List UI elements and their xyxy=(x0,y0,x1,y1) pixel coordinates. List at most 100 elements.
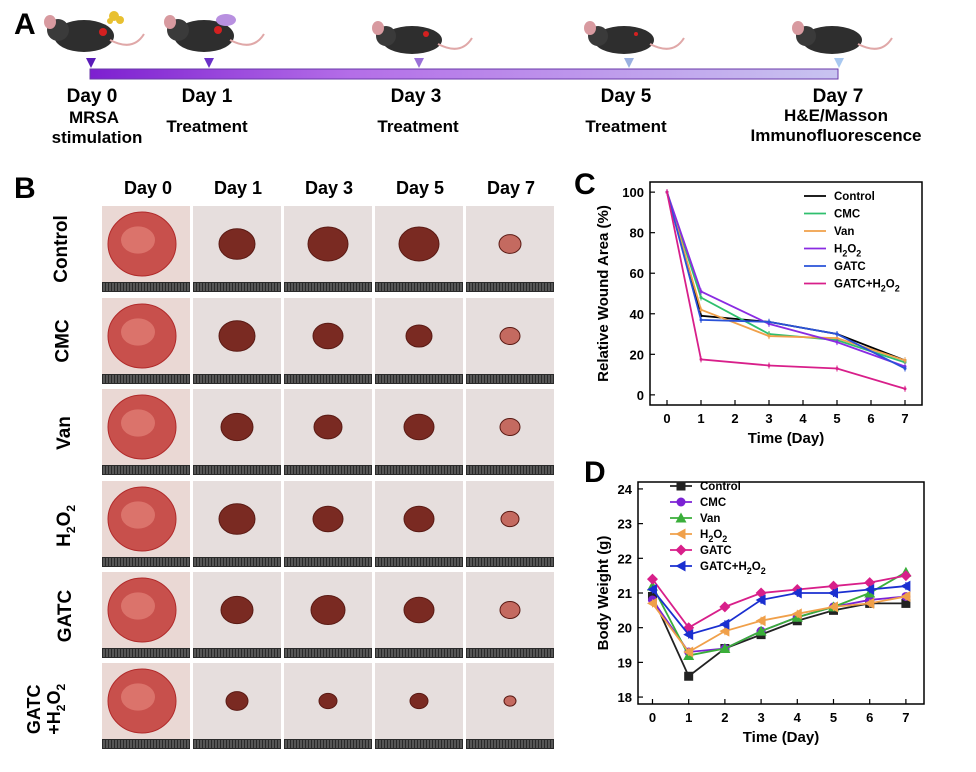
chart-point-marker xyxy=(646,584,657,596)
panel-d-label: D xyxy=(584,456,606,489)
wound-photo xyxy=(284,572,372,658)
chart-point-marker xyxy=(646,597,657,609)
wound-photo xyxy=(466,663,554,749)
wound-photo xyxy=(375,481,463,567)
row-header-cmc: CMC xyxy=(52,319,74,363)
chart-point-marker xyxy=(719,618,730,630)
wound-photo xyxy=(193,572,281,658)
timeline xyxy=(44,11,893,80)
x-tick-label: 1 xyxy=(685,710,692,725)
series-van xyxy=(665,189,907,364)
chart-point xyxy=(699,296,703,300)
x-tick-label: 3 xyxy=(757,710,764,725)
y-tick-label: 22 xyxy=(618,551,632,566)
y-tick-label: 40 xyxy=(630,307,644,322)
chart-point xyxy=(903,358,907,362)
column-header-day0: Day 0 xyxy=(123,178,173,198)
wound-photo xyxy=(466,481,554,567)
legend-label: GATC xyxy=(834,261,866,273)
column-header-day7: Day 7 xyxy=(486,178,536,198)
chart-point-marker xyxy=(675,528,686,540)
timeline-sub-4b: Immunofluorescence xyxy=(750,126,922,145)
wound-photo xyxy=(375,572,463,658)
chart-point-marker xyxy=(900,570,912,582)
timeline-sub-1: Treatment xyxy=(166,117,248,136)
timeline-sub-0a: MRSA xyxy=(68,108,120,127)
chart-point-marker xyxy=(755,587,767,599)
mouse-icon-4 xyxy=(792,21,893,54)
y-axis-label: Relative Wound Area (%) xyxy=(595,205,612,382)
chart-point xyxy=(835,367,839,371)
wound-photo xyxy=(466,389,554,475)
x-tick-label: 5 xyxy=(833,411,840,426)
plot-frame xyxy=(649,181,923,406)
x-tick-label: 4 xyxy=(794,710,802,725)
x-tick-label: 7 xyxy=(902,710,909,725)
chart-point xyxy=(699,357,703,361)
chart-point-marker xyxy=(676,497,686,507)
chart-point-marker xyxy=(755,625,767,636)
y-tick-label: 18 xyxy=(618,690,632,705)
wound-photo xyxy=(284,663,372,749)
chart-point-marker xyxy=(675,560,686,572)
wound-photo xyxy=(102,389,190,475)
x-tick-label: 6 xyxy=(867,411,874,426)
chart-point-marker xyxy=(864,597,875,609)
chart-point-marker xyxy=(684,671,694,681)
chart-point xyxy=(903,387,907,391)
legend-label: Control xyxy=(700,481,741,493)
y-tick-label: 60 xyxy=(630,266,644,281)
chart-point-marker xyxy=(646,573,658,585)
row-header-gatc-h2o2: GATC +H2O2 xyxy=(24,683,68,735)
y-tick-label: 20 xyxy=(618,621,632,636)
wound-photo xyxy=(284,206,372,292)
timeline-marker-4 xyxy=(834,58,844,68)
panel-c-label: C xyxy=(574,168,596,201)
chart-point-marker xyxy=(755,594,766,606)
y-tick-label: 100 xyxy=(622,185,644,200)
column-header-day1: Day 1 xyxy=(213,178,263,198)
chart-point-marker xyxy=(719,643,731,653)
chart-point xyxy=(665,190,669,194)
x-tick-label: 3 xyxy=(765,411,772,426)
series-h2o2 xyxy=(646,590,911,658)
timeline-bar xyxy=(89,68,839,80)
legend-label: Van xyxy=(700,513,720,525)
x-axis-label: Time (Day) xyxy=(743,729,819,746)
column-header-day3: Day 3 xyxy=(304,178,354,198)
chart-point-marker xyxy=(683,629,694,641)
wound-photo xyxy=(284,298,372,384)
y-tick-label: 20 xyxy=(630,347,644,362)
wound-photo xyxy=(284,481,372,567)
legend-label: Van xyxy=(834,226,854,238)
chart-point xyxy=(767,320,771,324)
chart-point xyxy=(699,289,703,293)
chart-point-marker xyxy=(719,625,730,637)
legend-label: Control xyxy=(834,191,875,203)
chart-point-marker xyxy=(675,544,687,556)
wound-photo xyxy=(466,298,554,384)
x-tick-label: 1 xyxy=(697,411,704,426)
wound-photo xyxy=(375,663,463,749)
y-tick-label: 23 xyxy=(618,517,632,532)
y-tick-label: 80 xyxy=(630,226,644,241)
chart-point-marker xyxy=(676,481,686,491)
chart-point-marker xyxy=(864,584,875,596)
column-header-day5: Day 5 xyxy=(395,178,445,198)
y-axis-label: Body Weight (g) xyxy=(595,536,612,651)
wound-photo xyxy=(375,389,463,475)
wound-photo xyxy=(284,389,372,475)
y-tick-label: 0 xyxy=(637,388,644,403)
legend-label: CMC xyxy=(700,497,726,509)
chart-point-marker xyxy=(901,598,911,608)
chart-point-marker xyxy=(900,580,911,592)
timeline-marker-3 xyxy=(624,58,634,68)
timeline-day-0: Day 0 xyxy=(66,86,118,107)
legend-label: GATC+H2O2 xyxy=(834,279,900,294)
chart-point-marker xyxy=(791,608,802,620)
row-header-h2o2: H2O2 xyxy=(54,504,78,547)
chart-point-marker xyxy=(827,587,838,599)
timeline-day-4: Day 7 xyxy=(812,86,864,107)
wound-photo xyxy=(193,206,281,292)
chart-point xyxy=(835,340,839,344)
